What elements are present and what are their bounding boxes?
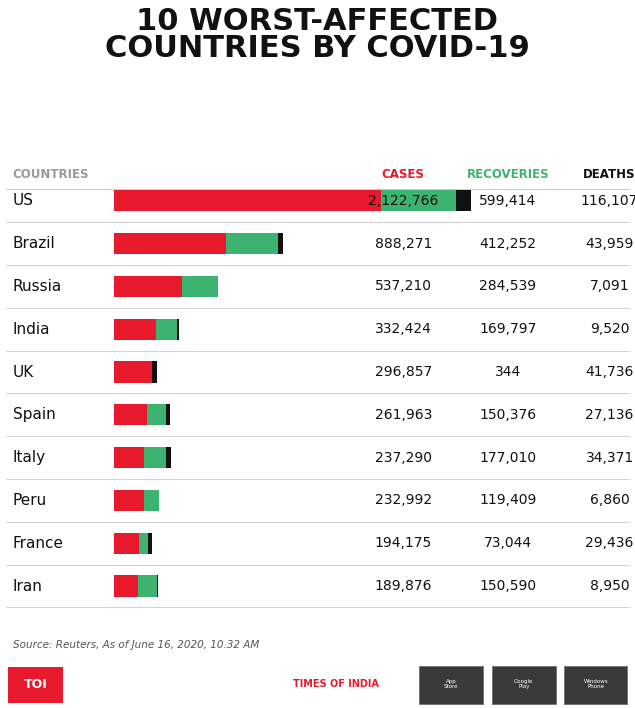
Text: Peru: Peru bbox=[13, 493, 47, 508]
Text: 344: 344 bbox=[495, 365, 521, 379]
Text: 116,107: 116,107 bbox=[581, 194, 635, 208]
Bar bbox=[138, 576, 157, 597]
Text: 27,136: 27,136 bbox=[585, 408, 634, 422]
Text: UK: UK bbox=[13, 365, 34, 379]
Text: 177,010: 177,010 bbox=[479, 450, 537, 464]
Text: Iran: Iran bbox=[13, 578, 43, 593]
Text: France: France bbox=[13, 536, 64, 551]
Text: COUNTRIES: COUNTRIES bbox=[13, 168, 89, 181]
Bar bbox=[8, 667, 64, 704]
Bar bbox=[564, 666, 627, 704]
Text: CASES: CASES bbox=[382, 168, 425, 181]
Bar bbox=[114, 490, 144, 511]
Text: 332,424: 332,424 bbox=[375, 322, 432, 336]
Text: Brazil: Brazil bbox=[13, 236, 55, 251]
Bar bbox=[114, 576, 138, 597]
Text: TIMES OF INDIA: TIMES OF INDIA bbox=[293, 679, 379, 689]
Bar bbox=[114, 276, 182, 297]
Bar bbox=[148, 532, 152, 554]
Text: 2,122,766: 2,122,766 bbox=[368, 194, 438, 208]
Text: 296,857: 296,857 bbox=[375, 365, 432, 379]
Text: 150,590: 150,590 bbox=[479, 579, 537, 593]
Text: App
Store: App Store bbox=[444, 679, 458, 690]
Text: 232,992: 232,992 bbox=[375, 493, 432, 508]
Text: Windows
Phone: Windows Phone bbox=[584, 679, 608, 690]
Text: Italy: Italy bbox=[13, 450, 46, 465]
Text: 412,252: 412,252 bbox=[479, 236, 537, 251]
Bar bbox=[144, 447, 166, 468]
Text: India: India bbox=[13, 321, 50, 337]
Text: 169,797: 169,797 bbox=[479, 322, 537, 336]
Bar bbox=[166, 447, 171, 468]
Bar bbox=[226, 233, 277, 254]
Bar bbox=[114, 362, 152, 382]
Text: US: US bbox=[13, 193, 34, 208]
Bar bbox=[457, 190, 471, 212]
Text: 7,091: 7,091 bbox=[590, 280, 629, 293]
Bar bbox=[381, 190, 457, 212]
Bar bbox=[147, 404, 166, 426]
Text: 194,175: 194,175 bbox=[375, 536, 432, 550]
Text: COUNTRIES BY COVID-19: COUNTRIES BY COVID-19 bbox=[105, 34, 530, 63]
Text: Russia: Russia bbox=[13, 279, 62, 294]
Bar bbox=[156, 319, 177, 340]
Text: 34,371: 34,371 bbox=[585, 450, 634, 464]
Text: TOI: TOI bbox=[23, 678, 48, 690]
Bar bbox=[114, 447, 144, 468]
Bar bbox=[114, 532, 138, 554]
Text: 29,436: 29,436 bbox=[585, 536, 634, 550]
Text: 119,409: 119,409 bbox=[479, 493, 537, 508]
Text: 9,520: 9,520 bbox=[590, 322, 629, 336]
Text: APP: APP bbox=[380, 679, 405, 689]
Text: 237,290: 237,290 bbox=[375, 450, 432, 464]
Bar bbox=[166, 404, 170, 426]
Bar bbox=[114, 404, 147, 426]
Bar bbox=[152, 362, 157, 382]
Bar bbox=[182, 276, 218, 297]
Text: 284,539: 284,539 bbox=[479, 280, 537, 293]
Text: RECOVERIES: RECOVERIES bbox=[467, 168, 549, 181]
Text: 888,271: 888,271 bbox=[375, 236, 432, 251]
Bar bbox=[177, 319, 178, 340]
Text: Spain: Spain bbox=[13, 407, 55, 422]
Text: 261,963: 261,963 bbox=[375, 408, 432, 422]
Bar bbox=[277, 233, 283, 254]
Bar bbox=[138, 532, 148, 554]
Text: 41,736: 41,736 bbox=[585, 365, 634, 379]
Text: 10 WORST-AFFECTED: 10 WORST-AFFECTED bbox=[137, 6, 498, 35]
Text: 599,414: 599,414 bbox=[479, 194, 537, 208]
Text: 73,044: 73,044 bbox=[484, 536, 532, 550]
Bar bbox=[492, 666, 556, 704]
Text: 6,860: 6,860 bbox=[590, 493, 629, 508]
Text: 150,376: 150,376 bbox=[479, 408, 537, 422]
Text: 8,950: 8,950 bbox=[590, 579, 629, 593]
Bar bbox=[114, 190, 381, 212]
Text: DEATHS: DEATHS bbox=[584, 168, 635, 181]
Bar bbox=[144, 490, 159, 511]
Text: 537,210: 537,210 bbox=[375, 280, 432, 293]
Text: Source: Reuters, As of June 16, 2020, 10.32 AM: Source: Reuters, As of June 16, 2020, 10… bbox=[13, 640, 259, 650]
Text: 189,876: 189,876 bbox=[375, 579, 432, 593]
Bar bbox=[419, 666, 483, 704]
Text: FOR MORE  INFOGRAPHICS DOWNLOAD: FOR MORE INFOGRAPHICS DOWNLOAD bbox=[75, 679, 293, 689]
Text: Google
Play: Google Play bbox=[514, 679, 533, 690]
Bar bbox=[114, 233, 226, 254]
Text: 43,959: 43,959 bbox=[585, 236, 634, 251]
Bar bbox=[157, 576, 158, 597]
Bar bbox=[114, 319, 156, 340]
